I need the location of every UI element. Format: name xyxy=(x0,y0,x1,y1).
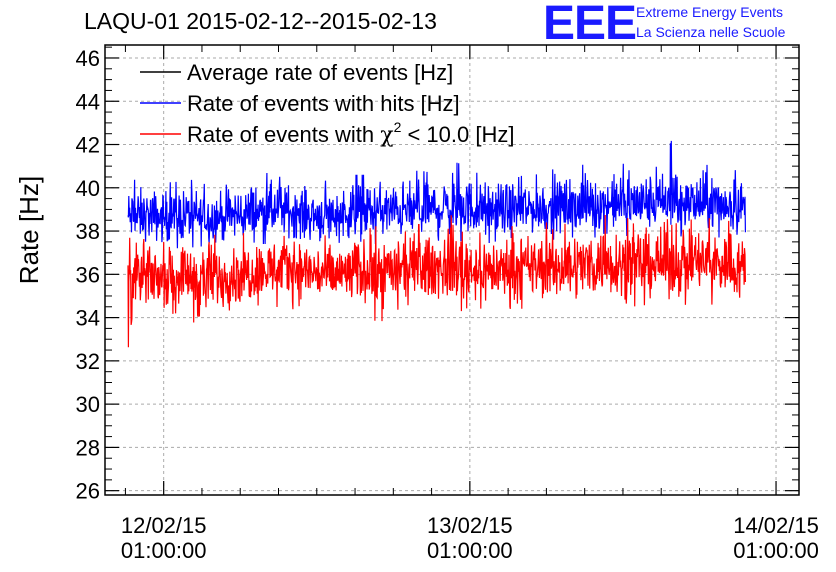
y-tick-label: 42 xyxy=(76,133,100,158)
series-line-chi2 xyxy=(127,214,746,348)
x-tick-time-label: 01:00:00 xyxy=(427,538,513,563)
legend-label: Average rate of events [Hz] xyxy=(187,60,453,85)
logo-line-1: Extreme Energy Events xyxy=(636,4,784,20)
y-tick-label: 40 xyxy=(76,176,100,201)
y-tick-label: 28 xyxy=(76,435,100,460)
legend-label: Rate of events with χ2 < 10.0 [Hz] xyxy=(187,119,514,148)
x-tick-time-label: 01:00:00 xyxy=(733,538,819,563)
x-tick-date-label: 13/02/15 xyxy=(427,513,513,538)
y-axis-label: Rate [Hz] xyxy=(14,176,44,284)
x-tick-time-label: 01:00:00 xyxy=(121,538,207,563)
chart-title: LAQU-01 2015-02-12--2015-02-13 xyxy=(84,8,437,34)
y-tick-label: 34 xyxy=(76,306,100,331)
legend: Average rate of events [Hz] Rate of event… xyxy=(140,60,514,148)
y-tick-label: 38 xyxy=(76,219,100,244)
y-tick-label: 26 xyxy=(76,479,100,504)
y-tick-label: 36 xyxy=(76,262,100,287)
logo-line-2: La Scienza nelle Scuole xyxy=(636,24,786,40)
axes: 262830323436384042444612/02/1501:00:0013… xyxy=(76,45,819,563)
plot-frame xyxy=(104,44,800,496)
eee-logo-mark: EEE xyxy=(543,0,637,50)
series-line-hits xyxy=(127,140,746,249)
x-tick-date-label: 14/02/15 xyxy=(733,513,819,538)
y-tick-label: 46 xyxy=(76,46,100,71)
x-tick-date-label: 12/02/15 xyxy=(121,513,207,538)
y-tick-label: 44 xyxy=(76,89,100,114)
legend-label: Rate of events with hits [Hz] xyxy=(187,91,460,116)
series-layer xyxy=(127,140,746,348)
y-tick-label: 32 xyxy=(76,349,100,374)
y-tick-label: 30 xyxy=(76,392,100,417)
